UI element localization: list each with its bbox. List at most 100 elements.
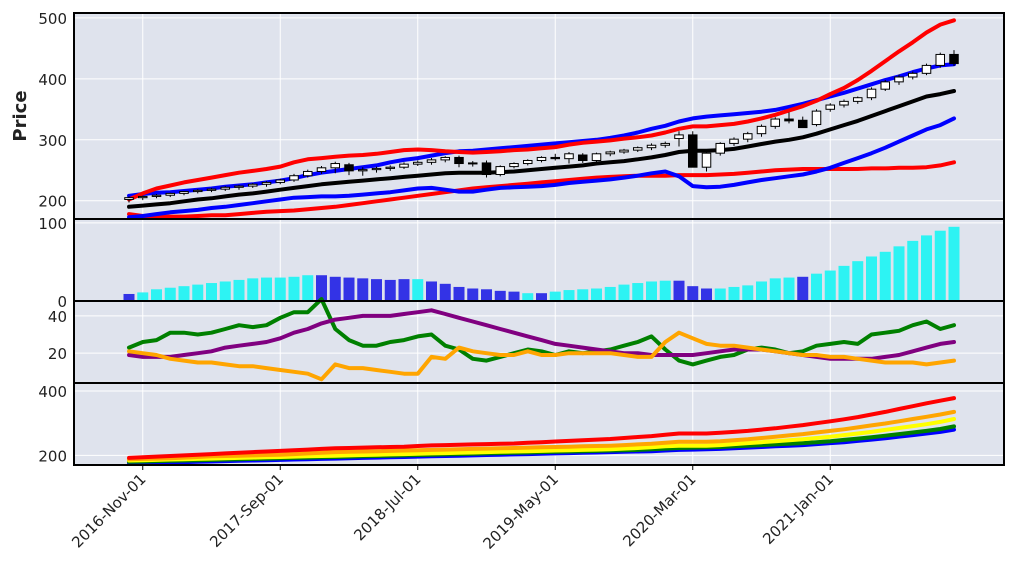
candle-body [742, 133, 753, 140]
candle-body [687, 134, 698, 168]
y-tick-label: 300 [38, 132, 67, 150]
volume-bar [907, 240, 919, 301]
candle-body [921, 64, 932, 74]
volume-bar [426, 281, 437, 301]
candle-body [385, 166, 396, 169]
chart-marks [123, 18, 960, 466]
volume-bar [797, 276, 809, 301]
series-line-price-2 [127, 89, 956, 209]
volume-bar [618, 284, 630, 301]
volume-bar [934, 230, 946, 301]
candle-body [234, 185, 244, 188]
volume-bar [728, 286, 740, 301]
volume-bar [343, 277, 355, 301]
y-axis-label: Price [10, 90, 31, 141]
volume-bar [659, 280, 671, 301]
x-tick-label: 2017-Sep-01 [206, 470, 287, 551]
panel-backgrounds [74, 13, 1004, 465]
volume-bar [261, 277, 272, 301]
y-tick-label: 500 [38, 10, 67, 28]
candle-body [825, 104, 836, 110]
y-tick-label: 100 [38, 215, 67, 233]
candle-body [660, 142, 671, 146]
candle-body [467, 162, 478, 165]
candle-body [894, 76, 904, 83]
x-tick-label: 2016-Nov-01 [68, 470, 149, 551]
volume-bar [948, 226, 960, 301]
candle-body [330, 163, 341, 169]
candle-body [440, 156, 451, 161]
volume-bar [577, 289, 589, 301]
volume-bar [756, 281, 767, 301]
candle-body [729, 138, 739, 144]
series-line-moving_averages-3 [127, 409, 956, 462]
volume-bar [151, 289, 162, 301]
x-tick-label: 2018-Jul-01 [350, 470, 424, 544]
candle-body [509, 163, 519, 168]
volume-bar [206, 283, 217, 301]
candle-body [454, 156, 464, 165]
volume-bar [192, 284, 204, 301]
candle-body [412, 161, 423, 165]
volume-bar [549, 291, 561, 301]
y-tick-label: 400 [38, 71, 67, 89]
series-line-price-4 [127, 18, 956, 202]
volume-bar [866, 256, 877, 301]
volume-bar [481, 289, 492, 301]
volume-bar [742, 285, 754, 301]
candle-body [247, 183, 258, 187]
volume-bar [178, 286, 190, 301]
volume-bar [357, 278, 369, 301]
volume-bar [838, 265, 850, 301]
volume-bar [233, 279, 245, 301]
series-line-indicators-0 [127, 297, 956, 367]
candle-body [344, 164, 354, 172]
candle-body [811, 110, 822, 126]
volume-bar [508, 291, 520, 301]
candle-body [137, 195, 148, 199]
volume-bar [893, 246, 905, 301]
volume-bar [714, 288, 726, 301]
y-tick-label: 200 [38, 193, 67, 211]
volume-bar [371, 279, 382, 301]
candle-body [357, 169, 368, 172]
candle-body [316, 167, 327, 172]
volume-bar [687, 286, 699, 301]
volume-bar [783, 277, 795, 301]
candle-body [577, 154, 588, 161]
candle-body [564, 153, 574, 160]
candle-body [261, 181, 272, 185]
volume-bar [123, 293, 135, 301]
volume-bar [632, 283, 644, 301]
candle-body [674, 134, 684, 140]
candle-body [839, 100, 849, 106]
series-line-indicators-2 [127, 330, 956, 382]
candle-body [536, 156, 547, 161]
series-line-moving_averages-4 [127, 396, 956, 460]
candle-body [481, 162, 492, 176]
volume-bar [439, 283, 451, 301]
candle-body [784, 118, 794, 122]
candle-body [151, 194, 162, 197]
volume-bar [879, 251, 891, 301]
volume-bar [563, 290, 575, 301]
volume-bar [467, 288, 479, 301]
candle-body [907, 72, 918, 78]
volume-bar [398, 279, 410, 301]
volume-bar [811, 273, 822, 301]
volume-bar [316, 275, 327, 301]
volume-bar [536, 293, 547, 301]
panel-frame-moving_averages [73, 382, 1005, 466]
y-tick-label: 400 [38, 383, 67, 401]
volume-bar [494, 290, 506, 301]
candle-body [192, 189, 203, 193]
frames [73, 12, 1005, 470]
candle-body [124, 197, 134, 200]
candle-body [632, 147, 643, 151]
panel-background-indicators [74, 301, 1004, 383]
candle-body [495, 166, 506, 176]
candle-body [852, 97, 863, 102]
volume-bar [302, 275, 314, 301]
candle-body [275, 179, 286, 183]
candle-body [399, 163, 409, 168]
